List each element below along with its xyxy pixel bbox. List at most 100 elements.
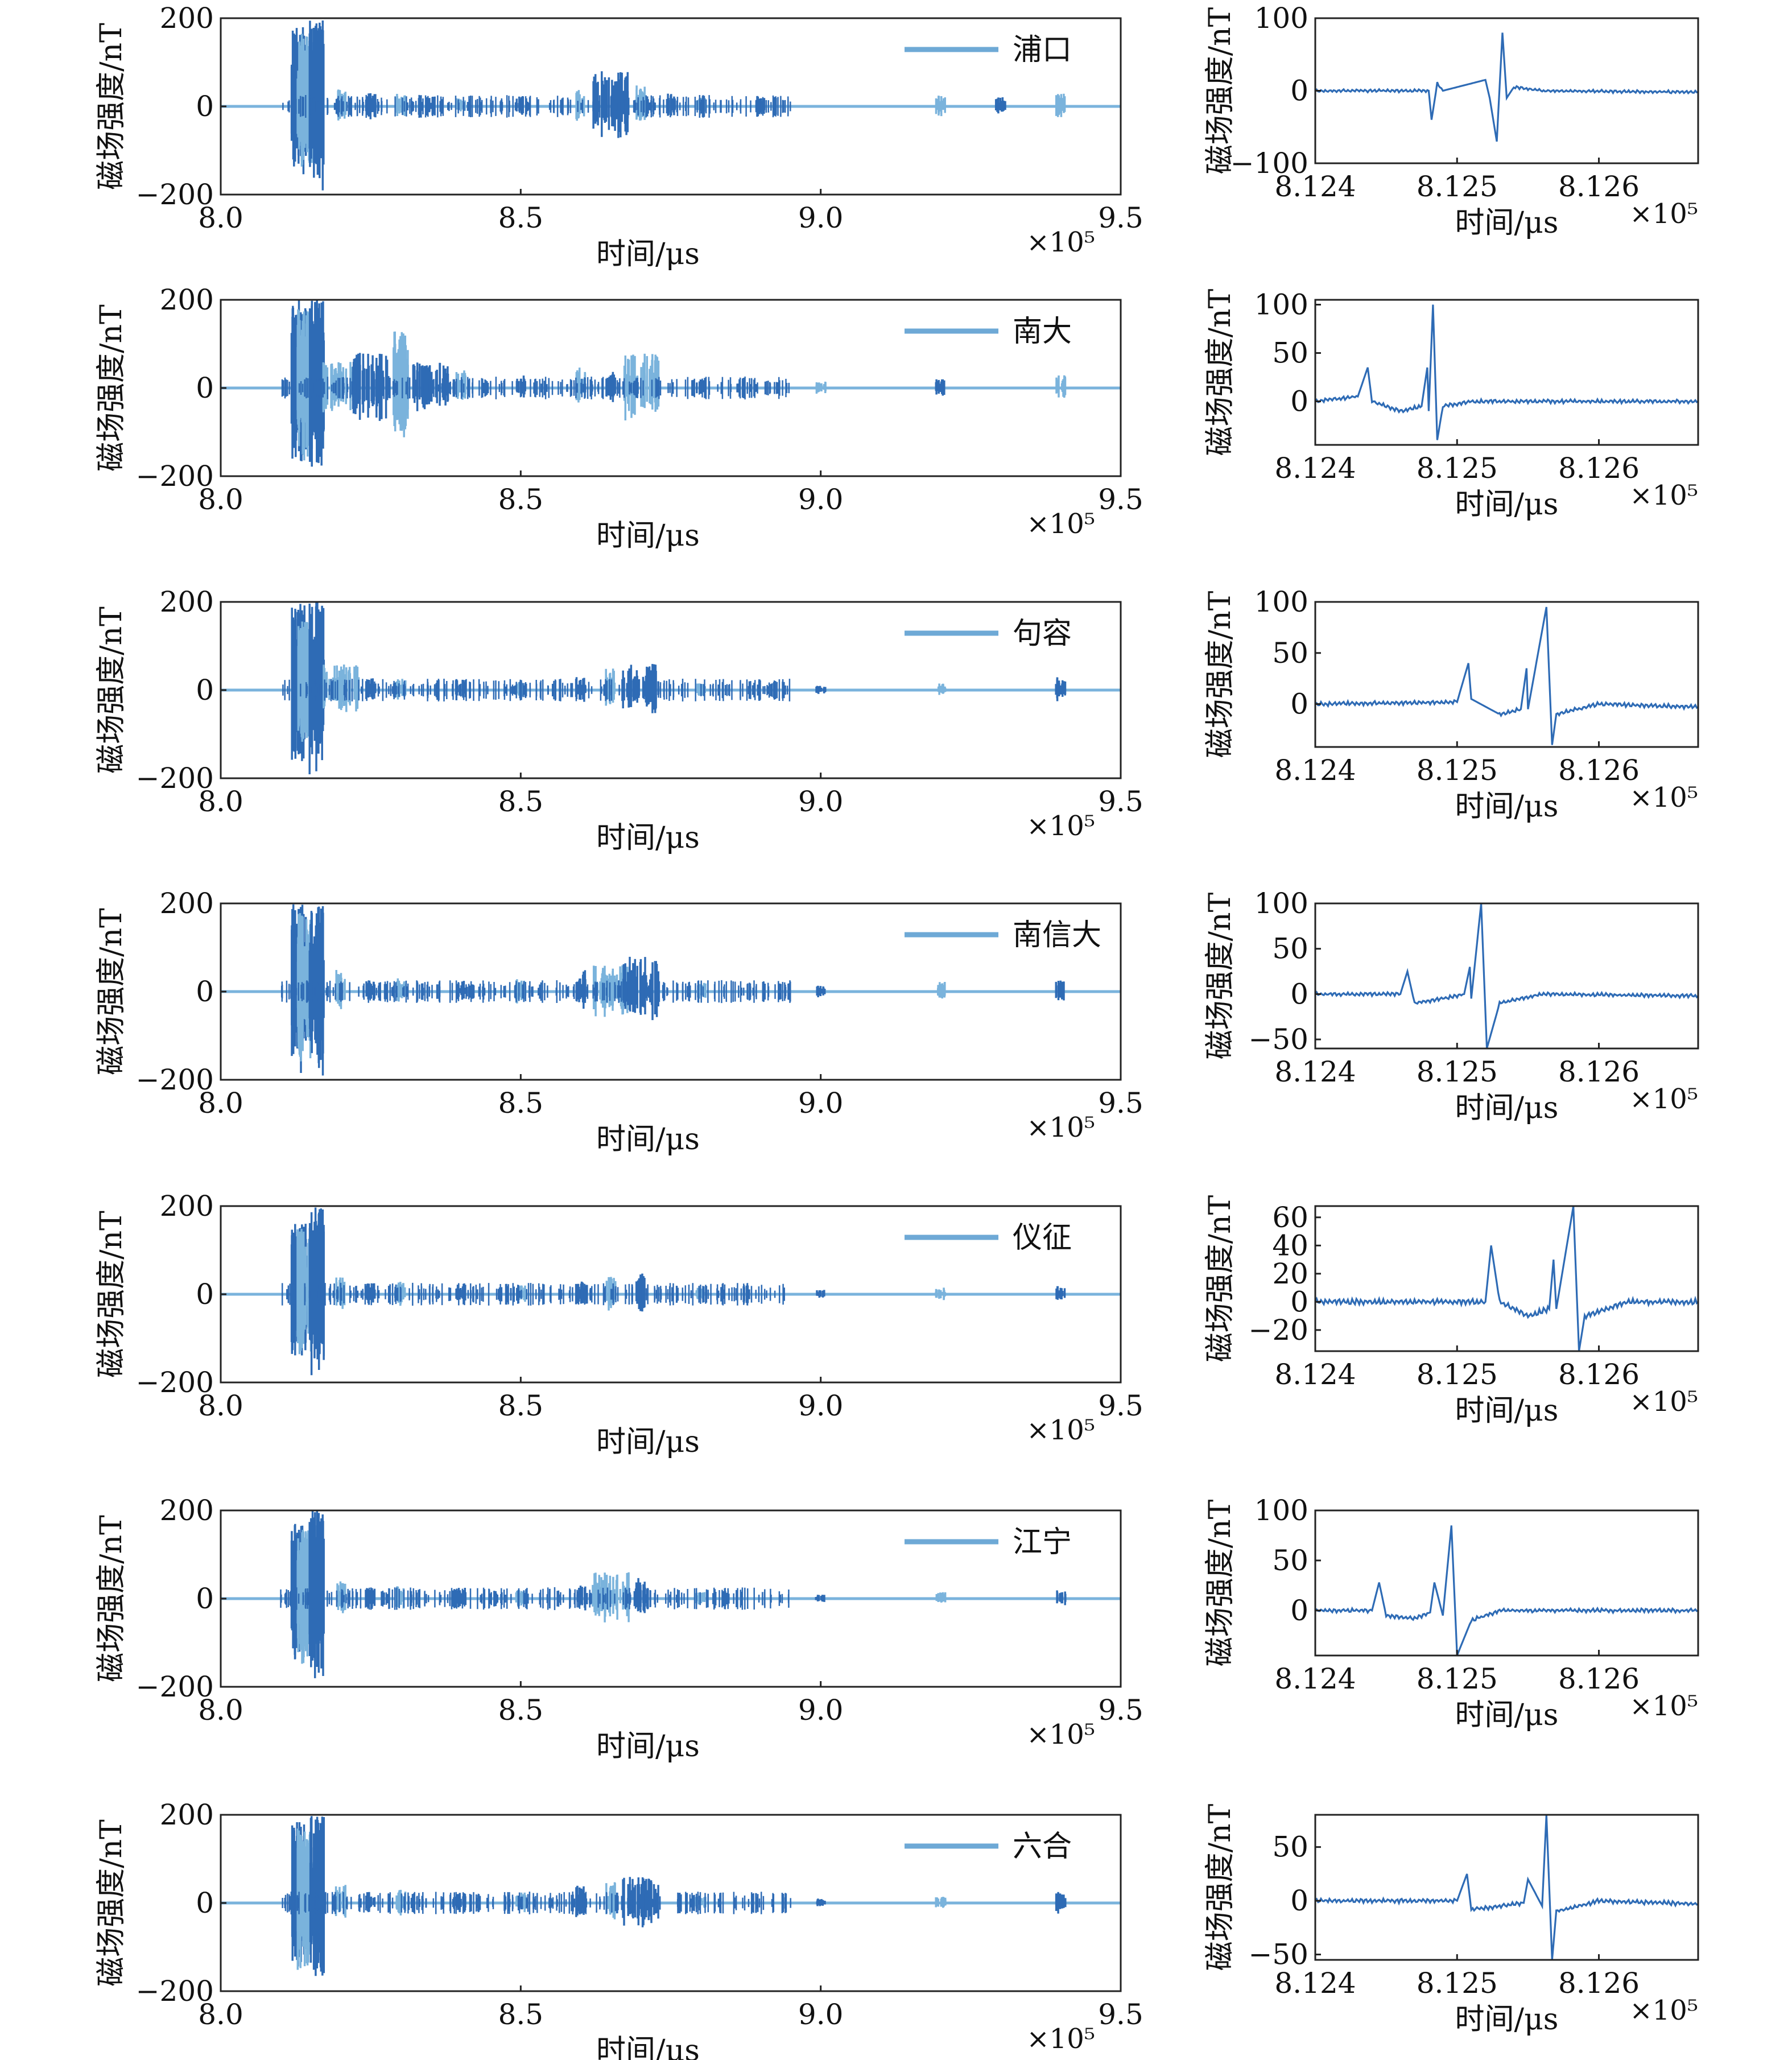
x-tick-label: 8.0 [198, 1087, 243, 1120]
x-axis-label: 时间/μs [1455, 1698, 1558, 1732]
axes-frame [1314, 299, 1699, 446]
series-line [1315, 903, 1698, 1048]
panel-zoom-13: 50 0 −508.124 8.125 8.126×10⁵ 时间/μs 磁场强度/nT [1203, 1803, 1699, 2037]
x-axis-label: 时间/μs [1455, 206, 1558, 240]
burst-mark [365, 93, 377, 119]
x-tick-label: 8.0 [198, 1694, 243, 1727]
y-tick-label: 200 [160, 1190, 214, 1223]
plot-area [1315, 32, 1698, 142]
burst-mark [935, 379, 945, 396]
noise-marks [282, 1891, 791, 1915]
y-tick-label: 100 [1254, 887, 1308, 920]
x-multiplier: ×10⁵ [1026, 226, 1095, 258]
y-tick-label: −50 [1248, 1938, 1308, 1971]
x-tick-label: 8.126 [1558, 170, 1640, 203]
y-tick-label: −50 [1248, 1023, 1308, 1056]
y-tick-label: 50 [1272, 637, 1308, 670]
legend-label: 南大 [1013, 315, 1072, 349]
x-axis-label: 时间/μs [596, 1729, 700, 1764]
x-tick-label: 8.125 [1417, 754, 1498, 787]
y-axis-label: 磁场强度/nT [94, 23, 129, 190]
y-tick-label: 50 [1272, 337, 1308, 370]
panel-zoom-3: 100 50 0 8.124 8.125 8.126×10⁵ 时间/μs 磁场强度/nT [1203, 288, 1699, 522]
legend-label: 仪征 [1013, 1221, 1072, 1255]
x-tick-label: 9.5 [1098, 1389, 1143, 1422]
y-tick-label: −200 [136, 762, 214, 795]
x-axis-label: 时间/μs [596, 2034, 700, 2060]
panel-zoom-7: 100 50 0 −508.124 8.125 8.126×10⁵ 时间/μs 磁场强度/nT [1203, 887, 1699, 1125]
x-tick-label: 8.0 [198, 201, 243, 234]
x-tick-label: 8.124 [1274, 452, 1356, 485]
x-tick-label: 8.125 [1417, 170, 1498, 203]
plot-area [1315, 903, 1698, 1048]
x-tick-label: 8.126 [1558, 1967, 1640, 2000]
y-tick-label: 0 [1290, 688, 1308, 721]
x-multiplier: ×10⁵ [1026, 2023, 1095, 2055]
y-axis-label: 磁场强度/nT [94, 1211, 129, 1378]
series-line [1315, 1815, 1698, 1960]
burst-mark [1055, 93, 1066, 117]
x-tick-label: 9.0 [798, 1087, 844, 1120]
burst-mark [455, 1893, 466, 1913]
x-tick-label: 8.124 [1274, 754, 1356, 787]
y-tick-label: 0 [1290, 1594, 1308, 1627]
series-line [1315, 606, 1698, 745]
noise-marks [281, 1282, 785, 1306]
y-axis-label: 磁场强度/nT [1203, 892, 1237, 1059]
burst-mark [816, 985, 826, 997]
y-tick-label: 20 [1272, 1257, 1308, 1290]
x-tick-label: 9.5 [1098, 1694, 1143, 1727]
x-tick-label: 9.5 [1098, 483, 1143, 516]
x-multiplier: ×10⁵ [1629, 480, 1698, 511]
burst-mark [816, 1290, 825, 1298]
x-axis-label: 时间/μs [1455, 488, 1558, 522]
x-tick-label: 9.0 [798, 1998, 844, 2031]
x-multiplier: ×10⁵ [1629, 198, 1698, 230]
y-tick-label: 50 [1272, 1831, 1308, 1864]
y-tick-label: 0 [1290, 1285, 1308, 1318]
x-tick-label: 8.5 [498, 201, 544, 234]
x-multiplier: ×10⁵ [1629, 1995, 1698, 2026]
burst-mark [1055, 1892, 1067, 1914]
burst-mark [935, 96, 946, 117]
panel-zoom-11: 100 50 0 8.124 8.125 8.126×10⁵ 时间/μs 磁场强度/nT [1203, 1494, 1699, 1732]
y-tick-label: 0 [196, 674, 214, 707]
y-tick-label: 0 [1290, 977, 1308, 1010]
burst-mark [308, 1510, 325, 1678]
legend-label: 六合 [1013, 1830, 1072, 1864]
y-axis-label: 磁场强度/nT [1203, 7, 1237, 174]
y-tick-label: 100 [1254, 2, 1308, 35]
y-axis-label: 磁场强度/nT [1203, 288, 1237, 456]
x-tick-label: 8.126 [1558, 1358, 1640, 1391]
x-axis-label: 时间/μs [596, 519, 700, 553]
y-tick-label: −100 [1231, 147, 1308, 180]
x-tick-label: 8.0 [198, 785, 243, 818]
x-axis-label: 时间/μs [596, 1122, 700, 1157]
y-tick-label: −200 [136, 178, 214, 211]
noise-marks [280, 1587, 790, 1611]
legend-label: 浦口 [1013, 33, 1072, 67]
y-axis-label: 磁场强度/nT [94, 304, 129, 472]
plot-area [221, 20, 1121, 191]
axes-frame [1314, 1205, 1699, 1352]
burst-mark [936, 982, 946, 999]
y-axis-label: 磁场强度/nT [1203, 1195, 1237, 1362]
x-multiplier: ×10⁵ [1629, 782, 1698, 814]
x-axis-label: 时间/μs [596, 1425, 700, 1459]
x-multiplier: ×10⁵ [1026, 1414, 1095, 1446]
series-line [1315, 1525, 1698, 1656]
y-tick-label: 0 [196, 975, 214, 1008]
burst-mark [937, 683, 947, 695]
y-tick-label: 100 [1254, 1494, 1308, 1527]
x-tick-label: 9.5 [1098, 1998, 1143, 2031]
x-tick-label: 9.0 [798, 785, 844, 818]
y-tick-label: 200 [160, 1494, 214, 1527]
legend-label: 南信大 [1013, 918, 1101, 952]
y-tick-label: −200 [136, 1063, 214, 1096]
burst-mark [815, 381, 827, 394]
x-axis-label: 时间/μs [1455, 1091, 1558, 1125]
